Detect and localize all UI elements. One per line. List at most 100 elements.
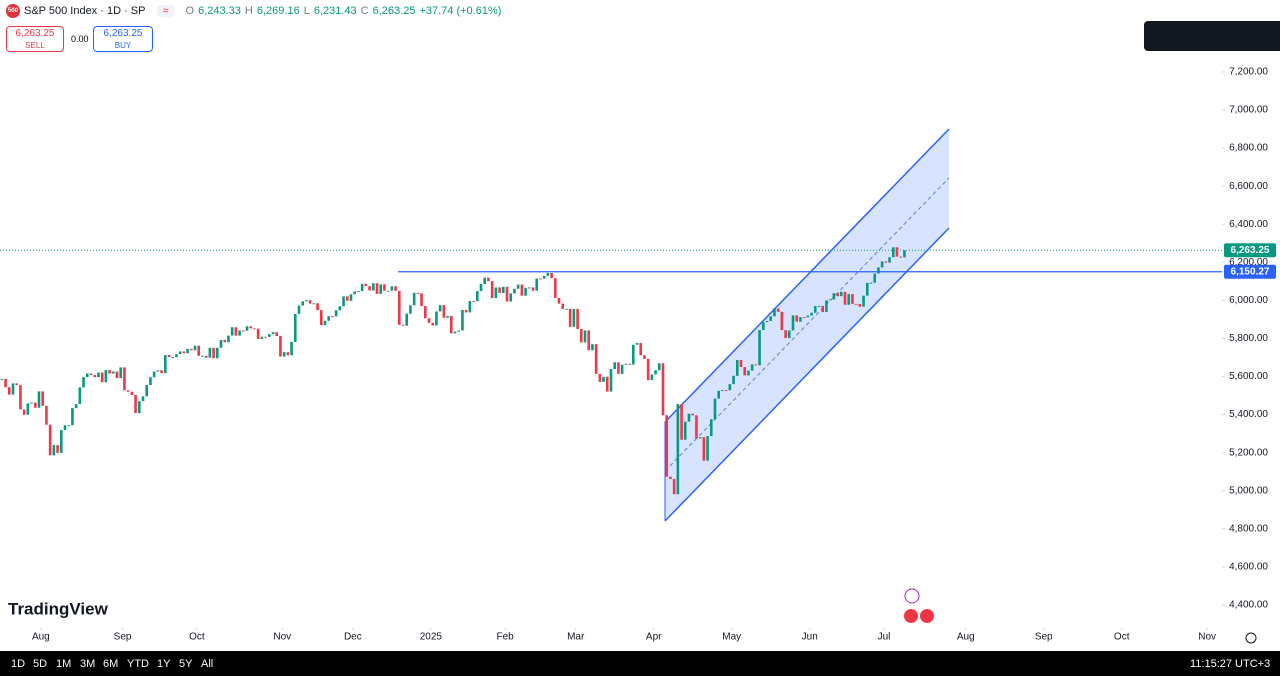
candle [520,284,524,296]
x-tick-label: Oct [1114,632,1130,643]
candle [345,296,349,301]
candle [713,398,717,420]
event-icon[interactable] [904,609,918,623]
candle [724,390,728,392]
range-button[interactable]: YTD [127,658,149,670]
y-tick-label: 5,400.00 [1229,409,1268,420]
candle [691,413,695,416]
candle [431,322,435,326]
candle [576,308,579,329]
event-icon[interactable] [920,609,934,623]
candle [494,287,498,299]
candle [635,343,639,345]
channel-mid [664,177,950,472]
compare-icon[interactable]: ≈ [157,5,174,17]
candle [739,359,743,368]
candle [505,286,509,302]
candle [483,277,487,285]
range-button[interactable]: 1Y [157,658,171,670]
candle [817,305,821,307]
range-button[interactable]: 3M [80,658,96,670]
y-tick-label: 4,600.00 [1229,562,1268,573]
candle [550,272,553,279]
y-tick-label: 6,400.00 [1229,219,1268,230]
candle [327,316,331,321]
candle [293,313,297,342]
candle [141,396,145,402]
candle [245,326,249,331]
candle [828,299,832,301]
candle [427,318,431,323]
candle [695,415,698,439]
x-tick-label: Jun [802,632,818,643]
candle [680,403,683,440]
candle [397,290,401,325]
candle [799,317,802,322]
range-button[interactable]: 1M [56,658,72,670]
range-button[interactable]: 1D [11,658,26,670]
candle [312,303,316,305]
candle [865,282,869,296]
x-tick-label: Oct [189,632,205,643]
candle [238,330,241,336]
candle [899,256,903,258]
candle [888,257,891,263]
candle [48,424,52,456]
y-tick-label: 6,200.00 [1229,257,1268,268]
candle [353,291,357,295]
buy-price: 6,263.25 [103,28,143,39]
candle [104,370,108,383]
candle [71,408,74,426]
candle [891,247,895,258]
candle [602,376,605,382]
candle [643,355,646,359]
candle [516,284,520,289]
candle [37,391,41,408]
candle [323,320,327,326]
symbol[interactable]: S&P 500 Index · 1D · SP [24,5,146,17]
x-tick-label: 2025 [420,632,443,643]
x-tick-label: Jul [878,632,891,643]
sell-button[interactable]: 6,263.25 SELL [6,26,64,52]
candle [832,293,836,300]
x-tick-label: Sep [1035,632,1053,643]
range-button[interactable]: All [201,658,214,670]
high: 6,269.16 [256,5,300,17]
sell-label: SELL [25,41,45,50]
y-tick-label: 6,800.00 [1229,143,1268,154]
candle [472,300,475,302]
candle [338,306,342,311]
candle [851,294,854,304]
candle [357,291,360,293]
bottom-bar: 11:15:27 UTC+3 1D 5D 1M 3M 6M YTD 1Y 5Y All [0,651,1280,676]
candle [115,371,119,379]
y-tick-label: 7,000.00 [1229,105,1268,116]
x-tick-label: Apr [646,632,662,643]
candle [145,385,149,397]
candle [149,377,152,386]
event-icon[interactable] [904,588,920,604]
candle [479,284,483,292]
range-button[interactable]: 6M [103,658,119,670]
candle [123,367,126,391]
candle [360,283,364,292]
candle [568,308,572,327]
candle [594,344,598,374]
range-button[interactable]: 5Y [179,658,193,670]
candle [390,286,394,291]
candle [386,290,390,292]
candle [709,419,713,437]
candle [241,330,245,332]
range-button[interactable]: 5D [33,658,48,670]
buy-button[interactable]: 6,263.25 BUY [93,26,153,52]
candle [735,359,739,376]
candle [884,261,888,263]
candle [903,250,906,258]
candle [501,286,505,293]
candle [698,437,702,439]
high-label: H [244,5,253,17]
y-tick-label: 5,600.00 [1229,371,1268,382]
candle [513,288,516,294]
settings-icon[interactable] [1245,632,1257,644]
candle [223,339,227,343]
